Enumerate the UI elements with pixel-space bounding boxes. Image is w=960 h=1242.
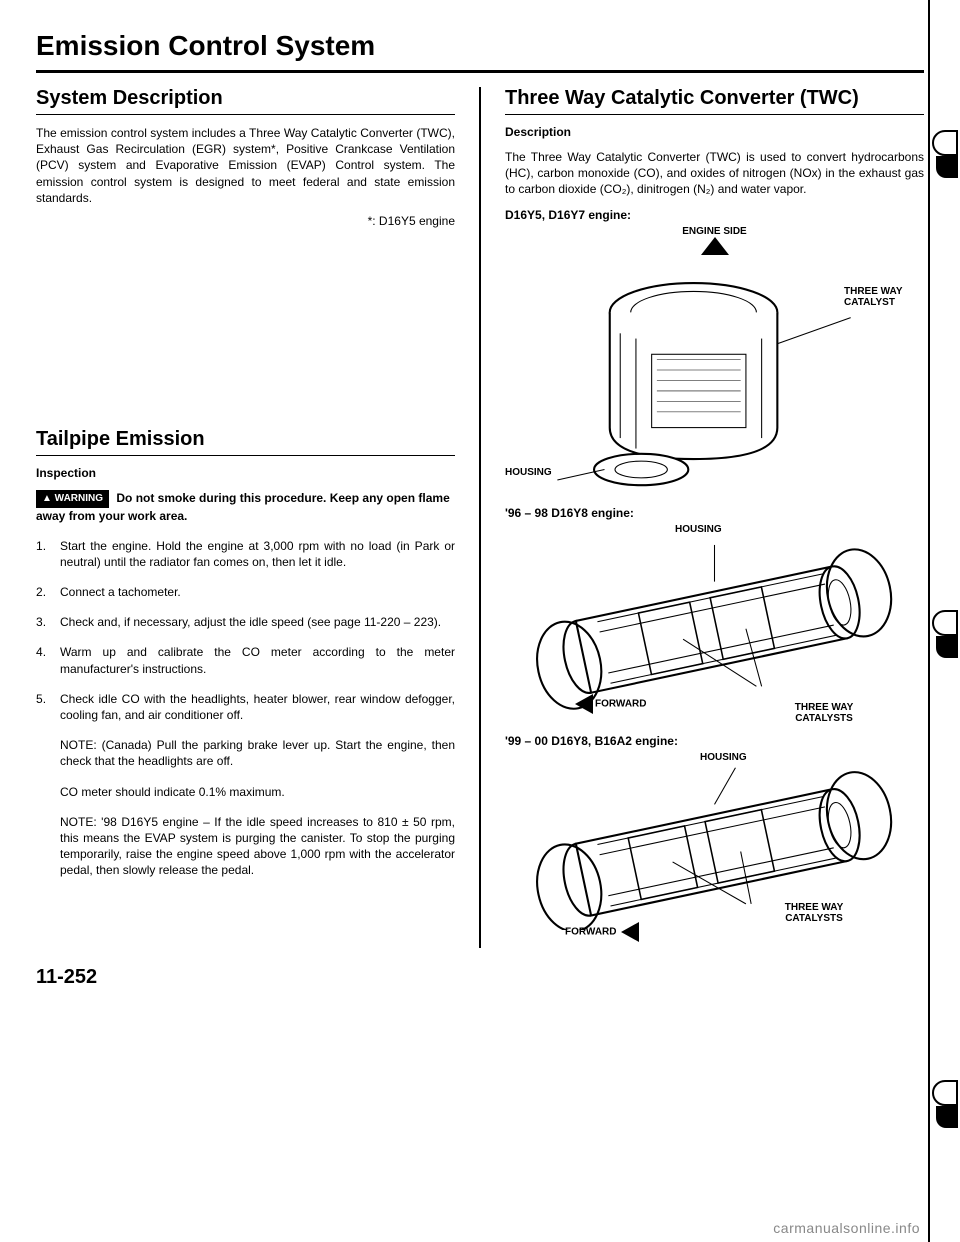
binder-edge: [928, 0, 960, 1242]
right-column: Three Way Catalytic Converter (TWC) Desc…: [505, 87, 924, 948]
forward-label: FORWARD: [565, 922, 639, 942]
three-way-catalysts-label: THREE WAY CATALYSTS: [784, 702, 864, 724]
warning-icon: ▲ WARNING: [36, 490, 109, 508]
section-rule: [36, 455, 455, 456]
step-1: Start the engine. Hold the engine at 3,0…: [36, 538, 455, 570]
column-divider: [479, 87, 481, 948]
tailpipe-emission-heading: Tailpipe Emission: [36, 428, 455, 451]
inspection-subhead: Inspection: [36, 466, 455, 480]
title-rule: [36, 70, 924, 73]
note-d16y5: NOTE: '98 D16Y5 engine – If the idle spe…: [36, 814, 455, 879]
co-spec: CO meter should indicate 0.1% maximum.: [36, 784, 455, 800]
engine-label-2: '96 – 98 D16Y8 engine:: [505, 506, 924, 520]
housing-label: HOUSING: [700, 752, 747, 763]
step-5: Check idle CO with the headlights, heate…: [36, 691, 455, 723]
arrow-up-icon: [701, 237, 729, 255]
forward-label: FORWARD: [575, 694, 646, 714]
engine-footnote: *: D16Y5 engine: [36, 214, 455, 228]
step-2: Connect a tachometer.: [36, 584, 455, 600]
note-canada: NOTE: (Canada) Pull the parking brake le…: [36, 737, 455, 769]
tab-icon: [932, 130, 958, 156]
page-title: Emission Control System: [36, 30, 924, 62]
housing-label: HOUSING: [675, 524, 722, 535]
section-rule: [505, 114, 924, 115]
twc-diagram-3: HOUSING THREE WAY CATALYSTS FORWARD: [505, 752, 924, 942]
engine-side-label: ENGINE SIDE: [505, 226, 924, 237]
twc-diagram-1: ENGINE SIDE: [505, 226, 924, 496]
system-description-heading: System Description: [36, 87, 455, 110]
engine-label-1: D16Y5, D16Y7 engine:: [505, 208, 924, 222]
step-4: Warm up and calibrate the CO meter accor…: [36, 644, 455, 676]
tab-icon: [932, 610, 958, 636]
twc-description: The Three Way Catalytic Converter (TWC) …: [505, 149, 924, 198]
catalyst-horizontal-svg: [505, 524, 924, 713]
warning-block: ▲ WARNING Do not smoke during this proce…: [36, 490, 455, 524]
three-way-catalyst-label: THREE WAY CATALYST: [844, 286, 924, 308]
tab-icon: [936, 636, 958, 658]
arrow-left-icon: [575, 694, 593, 714]
tab-icon: [936, 156, 958, 178]
housing-label: HOUSING: [505, 467, 552, 478]
engine-label-3: '99 – 00 D16Y8, B16A2 engine:: [505, 734, 924, 748]
twc-heading: Three Way Catalytic Converter (TWC): [505, 87, 924, 110]
three-way-catalysts-label: THREE WAY CATALYSTS: [774, 902, 854, 924]
section-rule: [36, 114, 455, 115]
tab-icon: [932, 1080, 958, 1106]
inspection-steps: Start the engine. Hold the engine at 3,0…: [36, 538, 455, 724]
watermark: carmanualsonline.info: [773, 1220, 920, 1236]
description-label: Description: [505, 125, 924, 139]
left-column: System Description The emission control …: [36, 87, 455, 948]
tab-icon: [936, 1106, 958, 1128]
step-3: Check and, if necessary, adjust the idle…: [36, 614, 455, 630]
twc-diagram-2: HOUSING FORWARD THREE WAY CATALYSTS: [505, 524, 924, 724]
catalyst-horizontal-svg-2: [505, 752, 924, 930]
system-description-body: The emission control system includes a T…: [36, 125, 455, 206]
arrow-left-icon: [621, 922, 639, 942]
page-number: 11-252: [36, 966, 924, 989]
